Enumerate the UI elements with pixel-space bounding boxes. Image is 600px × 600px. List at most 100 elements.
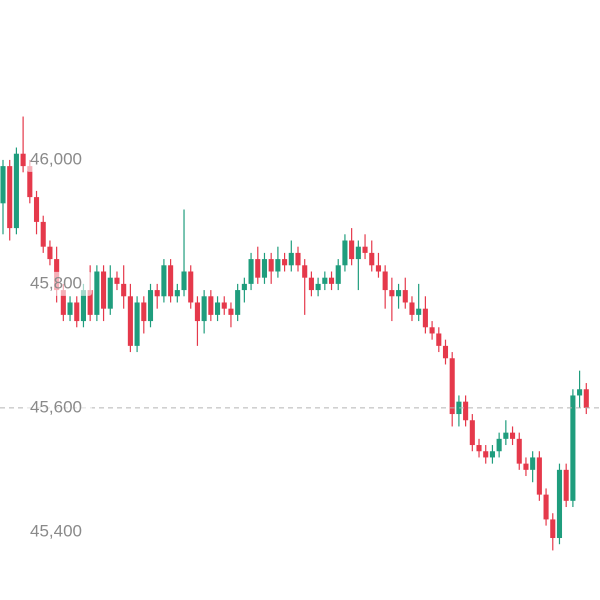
candle-body [442, 345, 449, 359]
candle [396, 283, 402, 309]
candle [282, 252, 288, 272]
y-tick-label: 45,400 [30, 521, 82, 540]
candle-body [101, 271, 107, 309]
candle [208, 290, 214, 322]
candle-body [74, 302, 80, 322]
candle-body [214, 302, 221, 315]
candle [543, 488, 549, 526]
candle [107, 265, 113, 315]
candle-body [208, 296, 214, 315]
candle-body [322, 277, 328, 284]
candle [389, 277, 395, 322]
candle [174, 283, 180, 303]
candle [516, 432, 522, 470]
candle-body [114, 277, 120, 284]
candle [463, 395, 469, 427]
candle [429, 321, 435, 340]
candle [342, 234, 348, 272]
candle [456, 395, 462, 427]
candle-body [489, 451, 495, 458]
candle-body [33, 197, 40, 222]
candle [308, 271, 314, 297]
candle [530, 451, 536, 483]
candle [449, 352, 455, 427]
candle-body [188, 271, 194, 303]
candle-body [349, 240, 355, 260]
candle [362, 234, 368, 260]
candle [315, 277, 321, 297]
candle-body [449, 358, 455, 415]
candle [94, 265, 100, 322]
candle-body [67, 302, 73, 315]
candle-body [556, 469, 563, 539]
candle [556, 463, 563, 545]
candle-body [154, 290, 160, 297]
candle-body [161, 265, 167, 297]
candle-body [168, 265, 174, 297]
candle [127, 283, 133, 353]
candle-body [416, 308, 422, 315]
candle [416, 283, 422, 322]
candle-body [288, 252, 294, 266]
candle-body [550, 519, 556, 539]
candle [74, 296, 80, 328]
candle-body [248, 259, 254, 284]
candle [33, 190, 40, 235]
candle-body [396, 290, 402, 297]
candle-body [147, 290, 154, 322]
candle-body [194, 302, 200, 322]
candle-body [483, 451, 489, 458]
candle [20, 116, 26, 173]
candle-body [302, 265, 308, 278]
candle-body [7, 166, 13, 229]
candle-body [221, 302, 227, 309]
candle [442, 339, 449, 365]
candle-body [563, 469, 569, 501]
candle [369, 240, 375, 272]
candle [375, 252, 382, 278]
candle-body [87, 290, 93, 315]
y-tick-label: 45,800 [30, 273, 82, 292]
y-tick-label-bg [26, 395, 92, 420]
candle [322, 271, 328, 291]
candle-body [429, 327, 435, 334]
candle [194, 296, 200, 346]
y-tick-label-bg [26, 271, 92, 296]
candle-body [268, 259, 274, 272]
candle [476, 438, 482, 458]
candle [550, 513, 556, 551]
candle-body [335, 265, 341, 284]
candle [295, 246, 301, 272]
candle-body [282, 259, 288, 266]
candle-body [389, 290, 395, 297]
candle [355, 240, 361, 291]
candle [570, 389, 576, 508]
candle [382, 265, 388, 309]
candle-body [476, 445, 482, 452]
candle-body [543, 494, 549, 520]
candle [302, 259, 308, 315]
candle [328, 271, 335, 291]
candle [7, 159, 13, 241]
candle [261, 252, 268, 284]
candle-body [382, 271, 388, 291]
candle-body [80, 290, 87, 322]
candle-body [0, 166, 6, 204]
candle [67, 296, 73, 322]
candle [101, 265, 107, 322]
candle-body [402, 290, 408, 303]
y-tick-label-bg [26, 519, 92, 544]
candle-body [342, 240, 348, 266]
candle-body [369, 252, 375, 266]
candle [402, 277, 408, 309]
candle-body [436, 333, 442, 346]
candle [214, 296, 221, 322]
candle-body [47, 246, 53, 260]
candle-body [328, 277, 335, 284]
candle [13, 147, 19, 235]
candle [503, 420, 509, 446]
candle-body [577, 389, 583, 396]
candle-body [241, 283, 247, 291]
candle [489, 445, 495, 464]
